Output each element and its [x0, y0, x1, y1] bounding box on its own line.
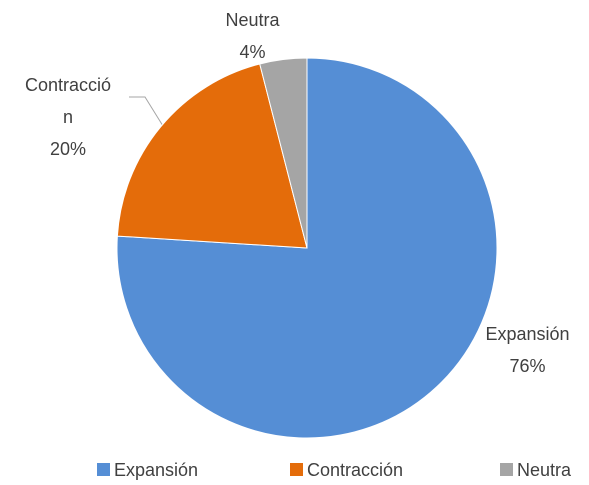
pie-slice — [116, 63, 308, 249]
data-label-name: Expansión — [485, 324, 570, 344]
data-label-name: Neutra — [225, 10, 280, 30]
legend-swatch — [500, 463, 513, 476]
data-label-name: Contracción — [24, 75, 112, 127]
leader-line — [129, 96, 164, 127]
data-label-value: 76% — [509, 356, 546, 376]
pie-slice — [259, 57, 308, 249]
data-label: Neutra 4% — [205, 4, 300, 68]
data-label: Contracción 20% — [20, 69, 116, 165]
data-label: Expansión 76% — [470, 318, 585, 382]
legend-label: Neutra — [517, 460, 572, 480]
legend-label: Contracción — [307, 460, 403, 480]
data-label-value: 4% — [239, 42, 266, 62]
legend-swatch — [290, 463, 303, 476]
legend-label: Expansión — [114, 460, 198, 480]
data-label-value: 20% — [49, 139, 87, 159]
legend-swatch — [97, 463, 110, 476]
